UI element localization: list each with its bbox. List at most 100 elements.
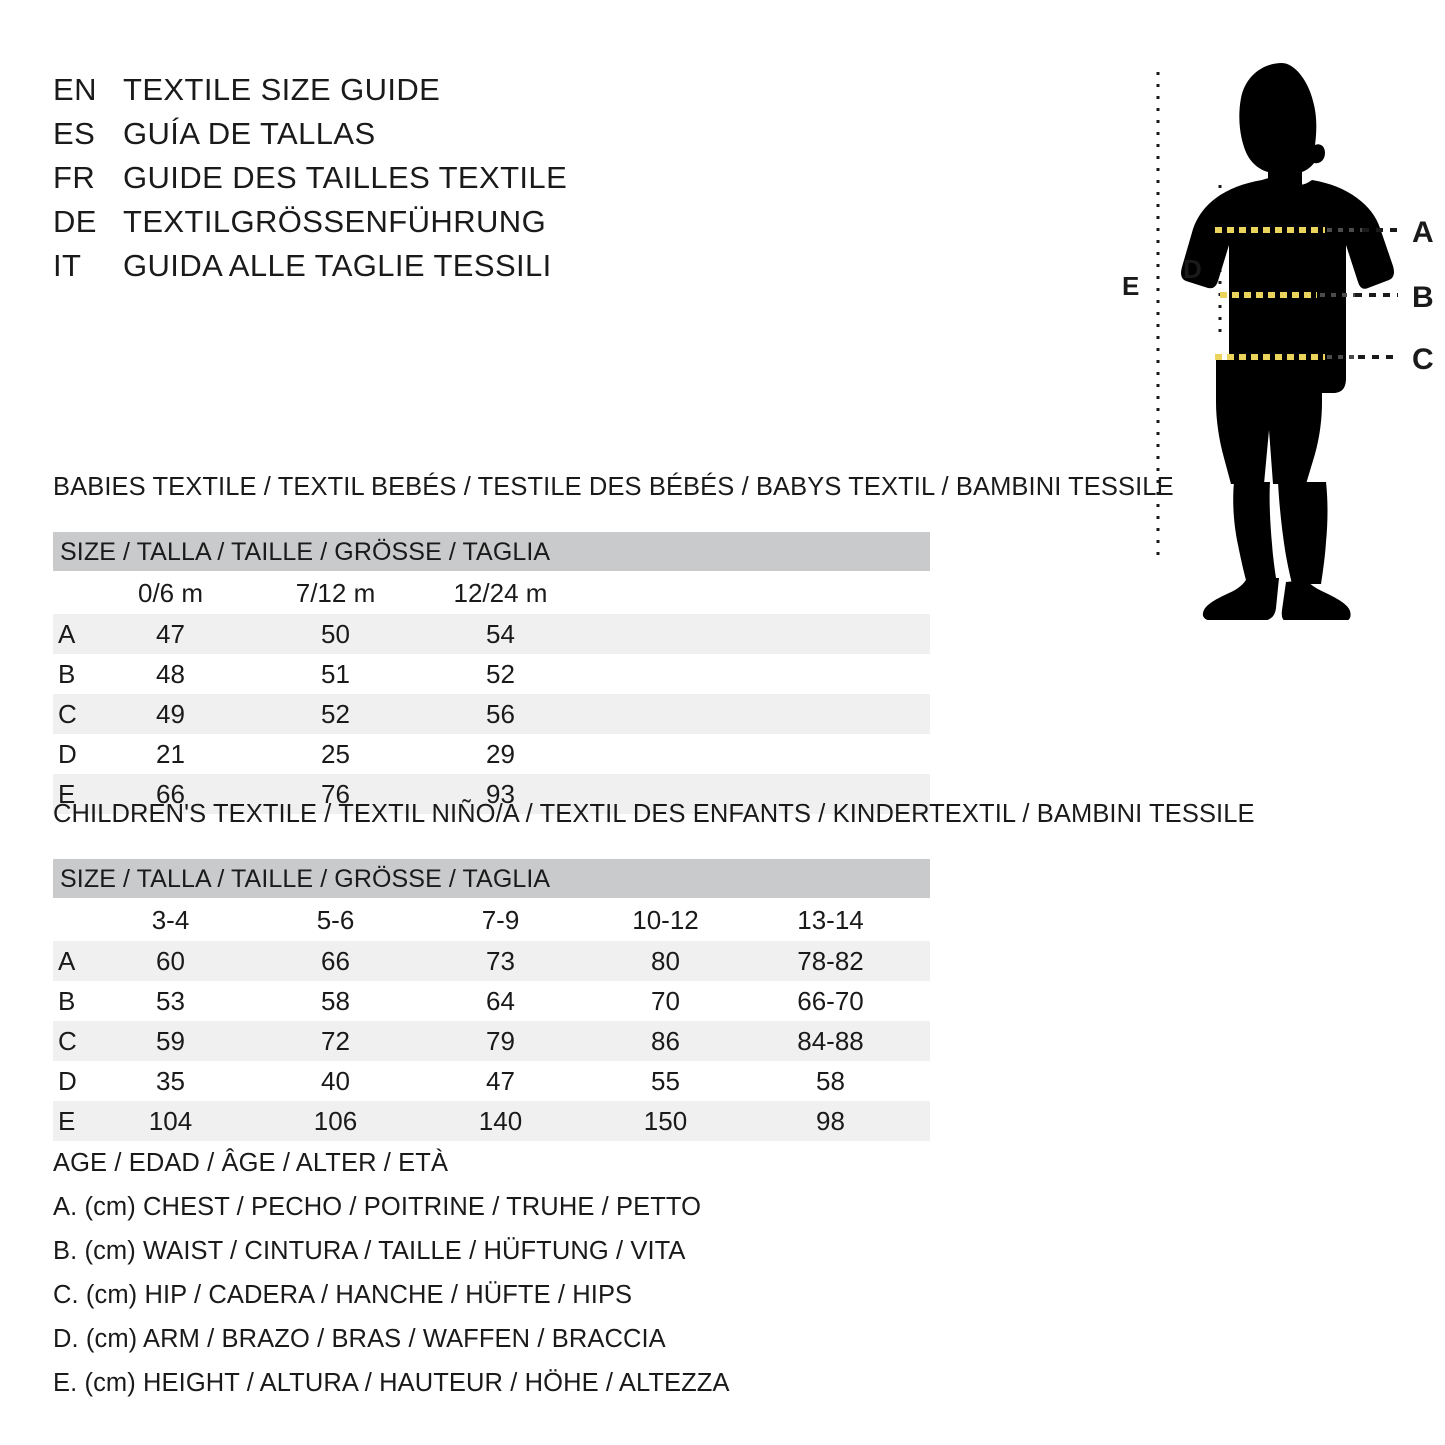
children-cell-c-2: 79	[486, 1025, 515, 1056]
child-silhouette-icon	[1181, 63, 1394, 620]
babies-size-header-bar: SIZE / TALLA / TAILLE / GRÖSSE / TAGLIA	[53, 532, 930, 571]
children-cell-b-0: 53	[156, 985, 185, 1016]
children-cell-c-4: 84-88	[797, 1025, 864, 1056]
label-d: D	[1183, 254, 1202, 284]
children-cell-d-3: 55	[651, 1065, 680, 1096]
children-cell-e-0: 104	[148, 1105, 193, 1136]
legend-line-age: AGE / EDAD / ÂGE / ALTER / ETÀ	[53, 1148, 449, 1177]
babies-cell-b-1: 51	[321, 658, 350, 689]
language-title-it: GUIDA ALLE TAGLIE TESSILI	[123, 248, 552, 283]
language-title-fr: GUIDE DES TAILLES TEXTILE	[123, 160, 568, 195]
measurement-legend: AGE / EDAD / ÂGE / ALTER / ETÀ A. (cm) C…	[53, 1141, 813, 1405]
children-cell-d-0: 35	[156, 1065, 185, 1096]
label-e: E	[1122, 271, 1139, 301]
babies-cell-e-1: 76	[321, 778, 350, 809]
babies-cell-e-2: 93	[486, 778, 515, 809]
legend-line-c-hip: C. (cm) HIP / CADERA / HANCHE / HÜFTE / …	[53, 1280, 633, 1309]
legend-line-a-chest: A. (cm) CHEST / PECHO / POITRINE / TRUHE…	[53, 1192, 702, 1221]
table-row: C 49 52 56	[53, 694, 930, 734]
table-row: B 48 51 52	[53, 654, 930, 694]
children-row-label-a: A	[58, 945, 76, 976]
table-row: D 21 25 29	[53, 734, 930, 774]
children-cell-d-2: 47	[486, 1065, 515, 1096]
table-row: E 66 76 93	[53, 774, 930, 814]
babies-cell-d-1: 25	[321, 738, 350, 769]
table-row: E 104 106 140 150 98	[53, 1101, 930, 1141]
table-row: B 53 58 64 70 66-70	[53, 981, 930, 1021]
language-row-fr: FR GUIDE DES TAILLES TEXTILE	[53, 160, 673, 204]
children-cell-a-2: 73	[486, 945, 515, 976]
language-row-de: DE TEXTILGRÖSSENFÜHRUNG	[53, 204, 673, 248]
language-row-it: IT GUIDA ALLE TAGLIE TESSILI	[53, 248, 673, 292]
babies-table-header-row: 0/6 m 7/12 m 12/24 m	[53, 572, 930, 614]
children-size-header-label: SIZE / TALLA / TAILLE / GRÖSSE / TAGLIA	[60, 865, 551, 893]
children-cell-c-3: 86	[651, 1025, 680, 1056]
children-cell-c-1: 72	[321, 1025, 350, 1056]
babies-row-label-d: D	[58, 738, 77, 769]
babies-row-label-c: C	[58, 698, 77, 729]
children-column-0: 3-4	[151, 904, 190, 935]
language-title-en: TEXTILE SIZE GUIDE	[123, 72, 441, 107]
children-cell-a-0: 60	[156, 945, 185, 976]
babies-cell-c-1: 52	[321, 698, 350, 729]
language-code-fr: FR	[53, 160, 96, 195]
language-code-it: IT	[53, 248, 82, 283]
children-cell-b-3: 70	[651, 985, 680, 1016]
language-code-en: EN	[53, 72, 97, 107]
babies-cell-a-2: 54	[486, 618, 515, 649]
label-c: C	[1412, 343, 1434, 376]
children-column-1: 5-6	[316, 904, 355, 935]
babies-cell-a-1: 50	[321, 618, 350, 649]
babies-cell-b-0: 48	[156, 658, 185, 689]
children-row-label-b: B	[58, 985, 76, 1016]
language-code-es: ES	[53, 116, 96, 151]
language-row-es: ES GUÍA DE TALLAS	[53, 116, 673, 160]
table-row: C 59 72 79 86 84-88	[53, 1021, 930, 1061]
babies-column-2: 12/24 m	[453, 577, 548, 608]
babies-table: 0/6 m 7/12 m 12/24 m A 47 50 54 B 48 51 …	[53, 572, 930, 814]
babies-row-label-e: E	[58, 778, 76, 809]
children-cell-c-0: 59	[156, 1025, 185, 1056]
language-title-es: GUÍA DE TALLAS	[123, 116, 376, 151]
children-cell-d-4: 58	[816, 1065, 845, 1096]
babies-column-1: 7/12 m	[295, 577, 376, 608]
label-a: A	[1412, 216, 1434, 249]
babies-column-0: 0/6 m	[137, 577, 204, 608]
table-row: A 60 66 73 80 78-82	[53, 941, 930, 981]
babies-cell-d-0: 21	[156, 738, 185, 769]
children-column-2: 7-9	[481, 904, 520, 935]
babies-row-label-a: A	[58, 618, 76, 649]
babies-row-label-b: B	[58, 658, 76, 689]
children-cell-b-1: 58	[321, 985, 350, 1016]
children-section-title: CHILDREN'S TEXTILE / TEXTIL NIÑO/A / TEX…	[53, 800, 1255, 828]
children-cell-e-1: 106	[313, 1105, 358, 1136]
language-header-block: EN TEXTILE SIZE GUIDE ES GUÍA DE TALLAS …	[53, 72, 673, 292]
children-cell-b-4: 66-70	[797, 985, 864, 1016]
children-row-label-c: C	[58, 1025, 77, 1056]
children-column-3: 10-12	[632, 904, 699, 935]
children-cell-a-4: 78-82	[797, 945, 864, 976]
legend-line-d-arm: D. (cm) ARM / BRAZO / BRAS / WAFFEN / BR…	[53, 1324, 666, 1353]
table-row: A 47 50 54	[53, 614, 930, 654]
babies-cell-b-2: 52	[486, 658, 515, 689]
children-cell-d-1: 40	[321, 1065, 350, 1096]
babies-cell-e-0: 66	[156, 778, 185, 809]
children-table-header-row: 3-4 5-6 7-9 10-12 13-14	[53, 899, 930, 941]
label-b: B	[1412, 281, 1434, 314]
children-row-label-e: E	[58, 1105, 76, 1136]
babies-size-header-label: SIZE / TALLA / TAILLE / GRÖSSE / TAGLIA	[60, 538, 551, 566]
babies-cell-c-0: 49	[156, 698, 185, 729]
children-cell-a-1: 66	[321, 945, 350, 976]
children-cell-b-2: 64	[486, 985, 515, 1016]
measurement-figure: A B C D E	[1050, 50, 1445, 620]
language-row-en: EN TEXTILE SIZE GUIDE	[53, 72, 673, 116]
children-cell-e-3: 150	[643, 1105, 688, 1136]
children-cell-e-2: 140	[478, 1105, 523, 1136]
children-row-label-d: D	[58, 1065, 77, 1096]
language-title-de: TEXTILGRÖSSENFÜHRUNG	[123, 204, 547, 239]
children-column-4: 13-14	[797, 904, 864, 935]
babies-cell-c-2: 56	[486, 698, 515, 729]
children-table: 3-4 5-6 7-9 10-12 13-14 A 60 66 73 80 78…	[53, 899, 930, 1141]
legend-line-b-waist: B. (cm) WAIST / CINTURA / TAILLE / HÜFTU…	[53, 1236, 686, 1265]
babies-cell-a-0: 47	[156, 618, 185, 649]
